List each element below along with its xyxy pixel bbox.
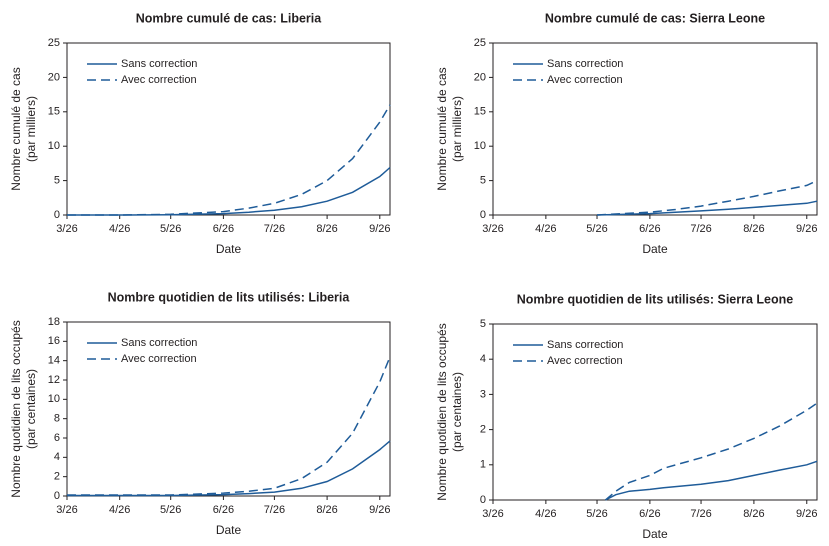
y-axis-label: Nombre cumulé de cas xyxy=(435,67,449,190)
x-tick-label: 5/26 xyxy=(586,508,607,520)
x-tick-label: 7/26 xyxy=(264,504,285,516)
y-tick-label: 3 xyxy=(480,388,486,400)
y-tick-label: 16 xyxy=(48,335,60,347)
x-tick-label: 5/26 xyxy=(160,504,181,516)
legend-label: Avec correction xyxy=(121,74,197,86)
panel: Nombre quotidien de lits utilisés: Liber… xyxy=(9,290,391,537)
y-tick-label: 20 xyxy=(474,71,486,83)
series-line xyxy=(596,200,818,216)
panel: Nombre cumulé de cas: Liberia 0 5 10 15 20 25 3… xyxy=(9,11,391,256)
y-tick-label: 0 xyxy=(480,494,486,506)
y-axis-label: (par centaines) xyxy=(24,369,38,449)
y-tick-label: 0 xyxy=(54,490,60,502)
series-line xyxy=(596,179,818,216)
legend-label: Sans correction xyxy=(547,339,623,351)
x-tick-label: 9/26 xyxy=(796,223,817,235)
y-axis-label: Nombre cumulé de cas xyxy=(9,67,23,190)
y-tick-label: 2 xyxy=(54,471,60,483)
legend-label: Avec correction xyxy=(121,353,197,365)
x-tick-label: 7/26 xyxy=(690,508,711,520)
chart-title: Nombre cumulé de cas: Liberia xyxy=(136,11,323,25)
y-tick-label: 2 xyxy=(480,424,486,436)
x-axis-label: Date xyxy=(216,523,242,537)
y-tick-label: 10 xyxy=(48,140,60,152)
panel: Nombre quotidien de lits utilisés: Sierr… xyxy=(435,292,818,541)
series-line xyxy=(605,460,818,501)
x-tick-label: 7/26 xyxy=(690,223,711,235)
y-tick-label: 15 xyxy=(48,106,60,118)
y-tick-label: 6 xyxy=(54,432,60,444)
y-tick-label: 18 xyxy=(48,316,60,328)
y-tick-label: 4 xyxy=(54,451,60,463)
y-tick-label: 1 xyxy=(480,459,486,471)
legend-label: Sans correction xyxy=(547,58,623,70)
plot-frame xyxy=(66,42,391,216)
x-tick-label: 3/26 xyxy=(482,223,503,235)
y-tick-label: 20 xyxy=(48,71,60,83)
plot-frame xyxy=(492,323,818,501)
y-axis-label: (par milliers) xyxy=(450,96,464,162)
series-line xyxy=(67,104,391,216)
x-tick-label: 4/26 xyxy=(109,504,130,516)
x-tick-label: 4/26 xyxy=(535,508,556,520)
y-tick-label: 10 xyxy=(474,140,486,152)
x-tick-label: 3/26 xyxy=(482,508,503,520)
series-line xyxy=(67,356,391,496)
x-tick-label: 9/26 xyxy=(796,508,817,520)
series-line xyxy=(67,440,391,497)
legend-label: Avec correction xyxy=(547,355,623,367)
legend-label: Sans correction xyxy=(121,58,197,70)
x-tick-label: 6/26 xyxy=(213,504,234,516)
x-tick-label: 6/26 xyxy=(639,223,660,235)
y-axis-label: (par milliers) xyxy=(24,96,38,162)
x-tick-label: 4/26 xyxy=(109,223,130,235)
y-tick-label: 5 xyxy=(480,318,486,330)
series-line xyxy=(605,402,818,501)
x-tick-label: 4/26 xyxy=(535,223,556,235)
y-tick-label: 14 xyxy=(48,355,60,367)
x-tick-label: 6/26 xyxy=(213,223,234,235)
chart-title: Nombre quotidien de lits utilisés: Sierr… xyxy=(517,292,793,306)
panel: Nombre cumulé de cas: Sierra Leone 0 5 10 15… xyxy=(435,11,818,256)
y-tick-label: 0 xyxy=(54,209,60,221)
legend-label: Sans correction xyxy=(121,337,197,349)
plot-frame xyxy=(66,321,391,497)
x-tick-label: 7/26 xyxy=(264,223,285,235)
x-tick-label: 8/26 xyxy=(743,223,764,235)
x-tick-label: 5/26 xyxy=(586,223,607,235)
x-tick-label: 5/26 xyxy=(160,223,181,235)
y-tick-label: 0 xyxy=(480,209,486,221)
y-tick-label: 25 xyxy=(48,37,60,49)
x-tick-label: 6/26 xyxy=(639,508,660,520)
legend-label: Avec correction xyxy=(547,74,623,86)
y-tick-label: 25 xyxy=(474,37,486,49)
x-axis-label: Date xyxy=(642,242,668,256)
chart-title: Nombre cumulé de cas: Sierra Leone xyxy=(545,11,765,25)
x-tick-label: 8/26 xyxy=(316,223,337,235)
y-tick-label: 5 xyxy=(54,175,60,187)
y-tick-label: 12 xyxy=(48,374,60,386)
y-axis-label: Nombre quotidien de lits occupés xyxy=(435,323,449,500)
y-tick-label: 10 xyxy=(48,393,60,405)
y-tick-label: 8 xyxy=(54,413,60,425)
x-tick-label: 8/26 xyxy=(316,504,337,516)
series-line xyxy=(67,166,391,216)
x-tick-label: 3/26 xyxy=(56,223,77,235)
x-tick-label: 9/26 xyxy=(369,223,390,235)
x-tick-label: 8/26 xyxy=(743,508,764,520)
x-tick-label: 9/26 xyxy=(369,504,390,516)
chart-title: Nombre quotidien de lits utilisés: Liber… xyxy=(108,290,351,304)
y-tick-label: 15 xyxy=(474,106,486,118)
y-axis-label: Nombre quotidien de lits occupés xyxy=(9,320,23,497)
x-axis-label: Date xyxy=(642,527,668,541)
x-tick-label: 3/26 xyxy=(56,504,77,516)
y-axis-label: (par centaines) xyxy=(450,372,464,452)
y-tick-label: 5 xyxy=(480,175,486,187)
plot-frame xyxy=(492,42,818,216)
y-tick-label: 4 xyxy=(480,353,486,365)
x-axis-label: Date xyxy=(216,242,242,256)
